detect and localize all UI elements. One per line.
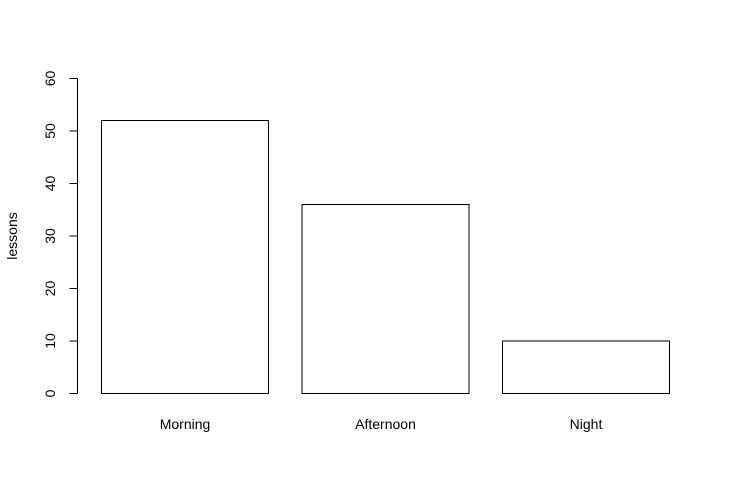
y-tick-label-10: 10: [42, 333, 58, 349]
x-tick-label-afternoon: Afternoon: [355, 416, 416, 432]
y-tick-label-40: 40: [42, 176, 58, 192]
x-tick-label-morning: Morning: [160, 416, 211, 432]
x-tick-label-night: Night: [570, 416, 603, 432]
bar-morning: [101, 120, 269, 394]
bars-layer: [101, 120, 670, 394]
y-tick-label-60: 60: [42, 71, 58, 87]
y-axis: 0 10 20 30 40 50 60: [42, 71, 78, 397]
bar-afternoon: [301, 204, 470, 394]
y-tick-label-50: 50: [42, 123, 58, 139]
x-axis-labels: Morning Afternoon Night: [160, 416, 603, 432]
y-tick-label-30: 30: [42, 228, 58, 244]
y-tick-label-0: 0: [42, 389, 58, 397]
y-tick-label-20: 20: [42, 281, 58, 297]
y-axis-title: lessons: [4, 212, 20, 259]
bar-night: [502, 340, 670, 394]
